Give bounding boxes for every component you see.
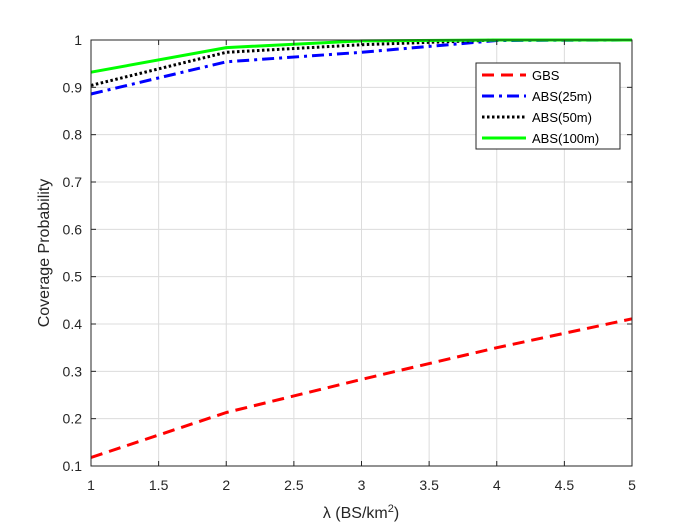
legend-label: ABS(25m) bbox=[532, 89, 592, 104]
legend-box bbox=[475, 62, 621, 150]
x-tick-label: 4 bbox=[493, 477, 501, 493]
y-tick-label: 0.4 bbox=[63, 316, 83, 332]
y-tick-label: 0.1 bbox=[63, 458, 83, 474]
x-axis-title-superscript: 2 bbox=[388, 503, 394, 515]
y-tick-label: 0.5 bbox=[63, 269, 83, 285]
ticks bbox=[90, 39, 633, 467]
y-tick-label: 0.6 bbox=[63, 221, 83, 237]
x-axis-title-close: ) bbox=[394, 505, 399, 522]
x-tick-label: 2 bbox=[222, 477, 230, 493]
y-tick-label: 0.2 bbox=[63, 411, 83, 427]
y-tick-label: 0.8 bbox=[63, 127, 83, 143]
x-tick-label: 5 bbox=[628, 477, 636, 493]
x-tick-label: 2.5 bbox=[284, 477, 304, 493]
x-tick-labels: 1 1.5 2 2.5 3 3.5 4 4.5 5 bbox=[87, 477, 636, 493]
x-tick-label: 1.5 bbox=[149, 477, 169, 493]
legend-label: GBS bbox=[532, 68, 560, 83]
x-tick-label: 1 bbox=[87, 477, 95, 493]
y-tick-labels: 0.1 0.2 0.3 0.4 0.5 0.6 0.7 0.8 0.9 1 bbox=[63, 32, 83, 474]
x-axis-title: λ (BS/km2) bbox=[323, 503, 399, 522]
x-axis-title-main: λ (BS/km bbox=[323, 505, 388, 522]
series-line-gbs bbox=[90, 317, 633, 459]
x-tick-label: 3.5 bbox=[419, 477, 439, 493]
legend-label: ABS(100m) bbox=[532, 131, 599, 146]
y-axis-title: Coverage Probability bbox=[36, 179, 53, 328]
y-tick-label: 0.9 bbox=[63, 79, 83, 95]
y-tick-label: 1 bbox=[74, 32, 82, 48]
y-tick-label: 0.7 bbox=[63, 174, 83, 190]
y-tick-label: 0.3 bbox=[63, 363, 83, 379]
x-tick-label: 3 bbox=[358, 477, 366, 493]
legend-label: ABS(50m) bbox=[532, 110, 592, 125]
x-tick-label: 4.5 bbox=[555, 477, 575, 493]
legend: GBS ABS(25m) ABS(50m) ABS(100m) bbox=[475, 62, 621, 150]
